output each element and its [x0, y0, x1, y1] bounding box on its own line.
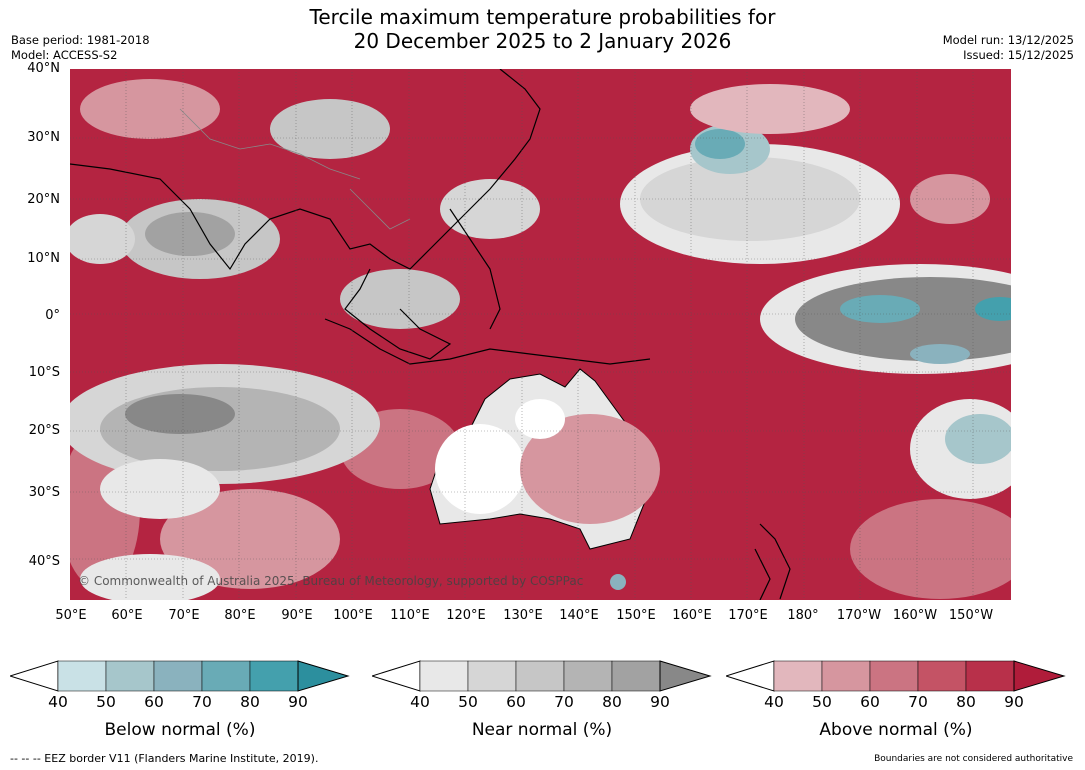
colorbar-tick: 90	[288, 693, 308, 711]
north-pacific-region	[620, 84, 900, 264]
lon-label: 150°E	[616, 608, 656, 623]
lon-label: 110°E	[390, 608, 430, 623]
lon-label: 120°E	[446, 608, 486, 623]
lat-label: 30°N	[27, 130, 60, 145]
colorbar-tick: 90	[650, 693, 670, 711]
coastlines	[70, 69, 791, 600]
lon-label: 50°E	[55, 608, 87, 623]
near-normal-label: Near normal (%)	[471, 720, 613, 740]
colorbar-tick: 40	[48, 693, 68, 711]
colorbar-tick: 60	[144, 693, 164, 711]
colorbar-tick: 80	[240, 693, 260, 711]
lon-label: 170°W	[836, 608, 882, 623]
lat-label: 40°S	[28, 554, 60, 569]
equatorial-pacific-region	[760, 264, 1011, 374]
lat-label: 10°N	[27, 251, 60, 266]
colorbar-tick: 80	[956, 693, 976, 711]
australia-region	[429, 368, 660, 590]
colorbar-tick: 40	[410, 693, 430, 711]
model-info: Base period: 1981-2018 Model: ACCESS-S2	[11, 33, 150, 63]
colorbar-tick: 50	[458, 693, 478, 711]
lat-label: 30°S	[28, 485, 60, 500]
borders	[179, 108, 411, 230]
copyright-text: © Commonwealth of Australia 2025, Bureau…	[78, 574, 583, 588]
base-period: Base period: 1981-2018	[11, 33, 150, 47]
colorbar-tick: 50	[812, 693, 832, 711]
colorbar-tick: 60	[860, 693, 880, 711]
lon-label: 70°E	[168, 608, 200, 623]
map-canvas: © Commonwealth of Australia 2025, Bureau…	[70, 69, 1011, 600]
gridlines	[70, 69, 1011, 600]
colorbar-tick: 60	[506, 693, 526, 711]
lon-label: 140°E	[559, 608, 599, 623]
lon-label: 60°E	[111, 608, 143, 623]
lat-label: 20°S	[28, 423, 60, 438]
eez-border-note: -- -- -- EEZ border V11 (Flanders Marine…	[10, 752, 319, 765]
above-normal-label: Above normal (%)	[819, 720, 973, 740]
lat-label: 20°N	[27, 192, 60, 207]
colorbar-tick: 70	[554, 693, 574, 711]
title-line-1: Tercile maximum temperature probabilitie…	[309, 5, 776, 29]
issue-info: Model run: 13/12/2025 Issued: 15/12/2025	[943, 33, 1074, 63]
colorbar-tick: 40	[764, 693, 784, 711]
title-line-2: 20 December 2025 to 2 January 2026	[353, 29, 732, 53]
lat-label: 40°N	[27, 61, 60, 76]
lon-label: 160°E	[672, 608, 712, 623]
lon-label: 80°E	[224, 608, 256, 623]
lon-label: 160°W	[892, 608, 938, 623]
lon-label: 100°E	[333, 608, 373, 623]
lat-label: 10°S	[28, 365, 60, 380]
near-normal-colorbar	[372, 660, 712, 692]
below-normal-colorbar	[10, 660, 350, 692]
boundary-disclaimer: Boundaries are not considered authoritat…	[874, 754, 1073, 764]
model-name: Model: ACCESS-S2	[11, 48, 118, 62]
near-normal-regions	[70, 99, 540, 600]
colorbar-tick: 80	[602, 693, 622, 711]
lon-label: 150°W	[948, 608, 994, 623]
above-normal-colorbar	[726, 660, 1066, 692]
colorbar-tick: 70	[908, 693, 928, 711]
issued-date: Issued: 15/12/2025	[963, 48, 1074, 62]
lat-label: 0°	[45, 308, 60, 323]
colorbar-tick: 90	[1004, 693, 1024, 711]
southeast-pacific-region	[910, 399, 1011, 499]
lon-label: 180°	[787, 608, 819, 623]
lon-label: 90°E	[281, 608, 313, 623]
below-normal-label: Below normal (%)	[104, 720, 256, 740]
colorbar-tick: 50	[96, 693, 116, 711]
lon-label: 130°E	[503, 608, 543, 623]
lon-label: 170°E	[728, 608, 768, 623]
colorbar-tick: 70	[192, 693, 212, 711]
probability-map: © Commonwealth of Australia 2025, Bureau…	[70, 69, 1011, 600]
map-title: Tercile maximum temperature probabilitie…	[0, 5, 1085, 53]
model-run: Model run: 13/12/2025	[942, 33, 1074, 47]
